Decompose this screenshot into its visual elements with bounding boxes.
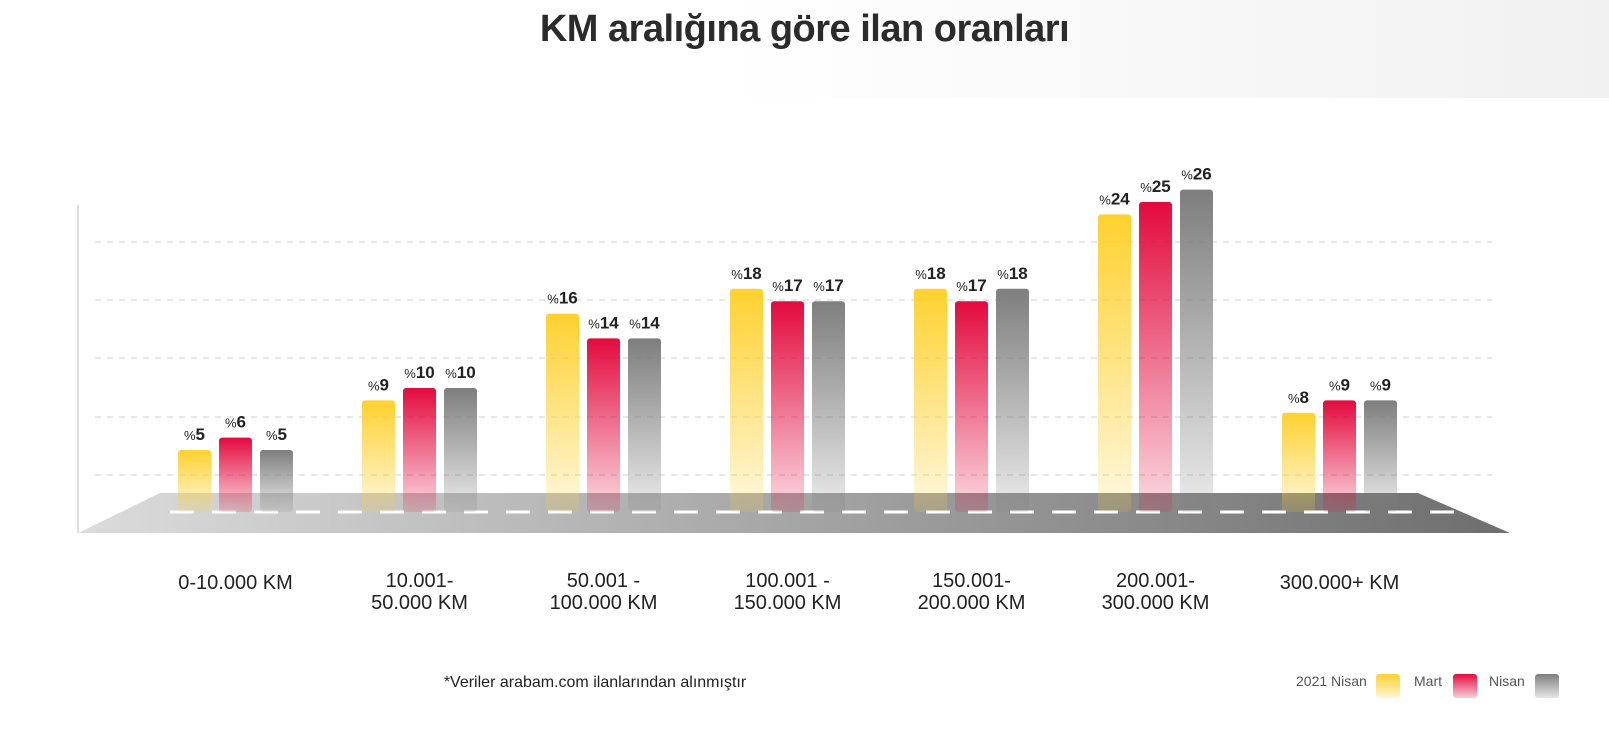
legend-swatch-red (1453, 674, 1477, 698)
bar (1323, 400, 1356, 512)
bar (1139, 202, 1172, 512)
data-label: %8 (1288, 388, 1309, 407)
bar (546, 313, 579, 512)
data-label: %24 (1099, 189, 1130, 208)
category-label: 50.001 - 100.000 KM (549, 570, 658, 614)
data-label: %17 (813, 276, 843, 295)
data-label: %18 (997, 264, 1027, 283)
data-label: %14 (588, 313, 619, 332)
data-label: %14 (629, 313, 660, 332)
data-label: %18 (731, 264, 761, 283)
bar (444, 388, 477, 512)
category-label: 100.001 - 150.000 KM (733, 570, 842, 614)
data-label: %10 (404, 363, 434, 382)
bar (771, 301, 804, 512)
bar (1180, 189, 1213, 512)
category-label: 150.001- 200.000 KM (917, 570, 1026, 614)
title-band (0, 0, 1609, 98)
data-label: %5 (266, 425, 287, 444)
bar (996, 288, 1029, 512)
data-label: %10 (445, 363, 475, 382)
data-label: %17 (772, 276, 802, 295)
bar (587, 338, 620, 512)
bar (955, 301, 988, 512)
legend-swatch-gray (1535, 674, 1559, 698)
bar (403, 388, 436, 512)
bar (178, 450, 211, 512)
category-label: 200.001- 300.000 KM (1101, 570, 1210, 614)
footnote: *Veriler arabam.com ilanlarından alınmış… (443, 674, 747, 691)
bar (1098, 214, 1131, 512)
bar (219, 437, 252, 512)
bar (260, 450, 293, 512)
legend-swatch-yellow (1376, 674, 1400, 698)
bar (812, 301, 845, 512)
data-label: %26 (1181, 165, 1211, 184)
bar (362, 400, 395, 512)
category-label: 10.001- 50.000 KM (371, 570, 468, 614)
category-label: 300.000+ KM (1279, 572, 1400, 594)
bar (1282, 412, 1315, 512)
data-label: %9 (368, 375, 389, 394)
data-label: %9 (1370, 375, 1391, 394)
category-label: 0-10.000 KM (178, 572, 293, 594)
data-label: %18 (915, 264, 945, 283)
legend-title: 2021 Nisan (1296, 673, 1367, 689)
data-label: %17 (956, 276, 986, 295)
data-label: %16 (547, 289, 577, 308)
bar (1364, 400, 1397, 512)
bar (914, 288, 947, 512)
bar (730, 288, 763, 512)
chart-title: KM aralığına göre ilan oranları (539, 8, 1070, 50)
data-label: %25 (1140, 177, 1170, 196)
data-label: %6 (225, 413, 246, 432)
data-label: %5 (184, 425, 205, 444)
legend-label-mart: Mart (1414, 673, 1442, 689)
bar (628, 338, 661, 512)
legend-label-nisan: Nisan (1489, 673, 1525, 689)
data-label: %9 (1329, 375, 1350, 394)
